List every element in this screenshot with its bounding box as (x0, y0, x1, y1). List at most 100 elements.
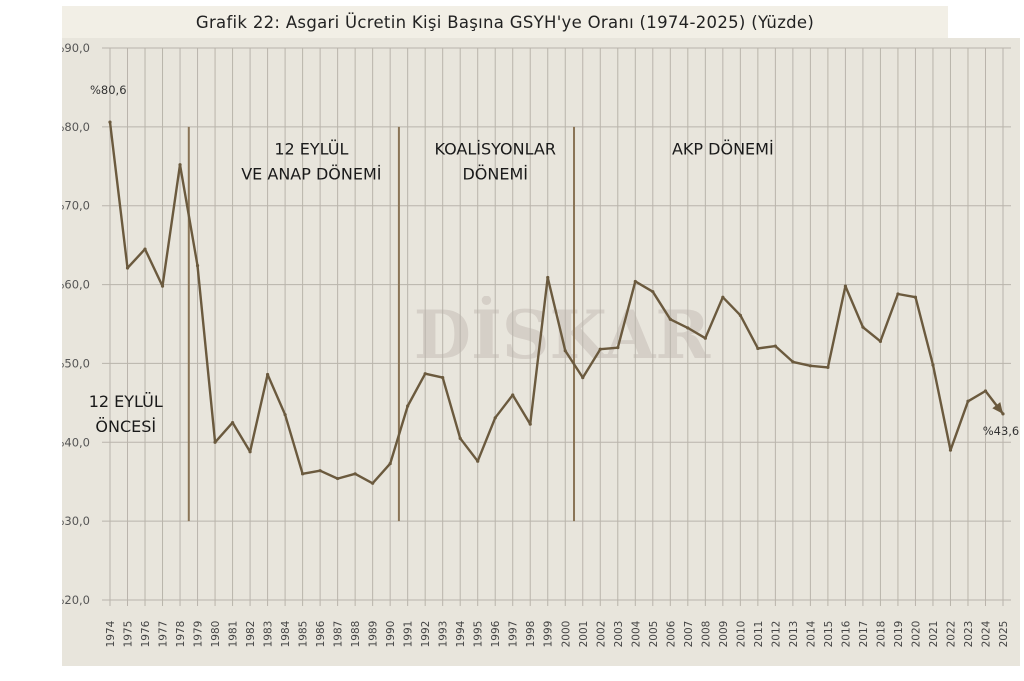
x-tick-label: 1996 (490, 620, 502, 647)
x-tick-label: 2008 (700, 621, 712, 648)
x-tick-label: 1987 (333, 621, 345, 648)
x-tick-label: 1975 (123, 621, 135, 648)
data-point (213, 440, 217, 444)
x-tick-label: 1977 (158, 621, 170, 648)
data-point (598, 347, 602, 351)
x-tick-label: 1978 (175, 621, 187, 648)
x-tick-label: 1998 (525, 621, 537, 648)
data-point (476, 459, 480, 463)
x-tick-label: 1981 (228, 621, 240, 648)
period-label-line: VE ANAP DÖNEMİ (241, 164, 381, 183)
x-tick-label: 2022 (945, 621, 957, 648)
x-tick-label: 1989 (368, 621, 380, 648)
data-point (948, 448, 953, 452)
x-tick-label: 1982 (245, 621, 257, 648)
x-tick-label: 2014 (805, 620, 817, 647)
data-point (458, 436, 462, 440)
data-point (511, 393, 515, 397)
data-point (371, 481, 375, 485)
x-tick-label: 2013 (788, 621, 800, 648)
data-point (108, 120, 112, 124)
y-tick-label: %70,0 (62, 199, 90, 213)
x-tick-label: 2006 (665, 620, 677, 647)
x-tick-label: 2024 (980, 620, 992, 647)
x-tick-label: 1988 (350, 621, 362, 648)
x-tick-label: 2015 (823, 621, 835, 648)
data-point (703, 336, 707, 340)
data-point (756, 346, 760, 351)
data-point (791, 360, 795, 364)
data-point (406, 404, 410, 408)
chart-title: Grafik 22: Asgari Ücretin Kişi Başına GS… (195, 12, 815, 32)
data-point (388, 461, 392, 466)
x-tick-label: 2019 (893, 621, 905, 648)
annotation-last-value: %43,6 (983, 424, 1020, 438)
y-tick-label: %60,0 (62, 278, 90, 292)
period-label: 12 EYLÜL VE ANAP DÖNEMİ (241, 139, 381, 183)
data-point (633, 279, 637, 284)
data-point (808, 364, 812, 368)
data-point (528, 422, 532, 426)
data-point (301, 472, 305, 476)
period-label-line: AKP DÖNEMİ (672, 139, 774, 158)
x-tick-label: 1976 (140, 620, 152, 647)
x-tick-label: 1992 (420, 621, 432, 648)
x-tick-label: 1994 (455, 620, 467, 647)
data-point (931, 363, 935, 367)
x-tick-label: 2000 (560, 621, 572, 648)
data-point (651, 290, 655, 294)
data-point (773, 344, 777, 348)
y-tick-label: %50,0 (62, 356, 90, 370)
data-point (336, 476, 340, 481)
y-tick-label: %90,0 (62, 41, 90, 55)
x-tick-label: 2005 (648, 621, 660, 648)
data-point (913, 295, 918, 299)
chart-title-bar: Grafik 22: Asgari Ücretin Kişi Başına GS… (62, 6, 948, 38)
x-tick-label: 2021 (928, 621, 940, 648)
data-point (318, 469, 322, 473)
period-label-line: DÖNEMİ (462, 164, 528, 183)
x-tick-label: 1995 (473, 621, 485, 648)
y-tick-label: %30,0 (62, 514, 90, 528)
data-point (686, 326, 690, 330)
x-tick-label: 2012 (770, 621, 782, 648)
data-point (265, 372, 270, 377)
data-point (546, 275, 550, 280)
data-point (668, 317, 672, 321)
x-tick-label: 1974 (105, 620, 117, 647)
data-point (248, 450, 252, 454)
chart-panel: DİSKAR%20,0%30,0%40,0%50,0%60,0%70,0%80,… (62, 38, 1020, 666)
x-tick-label: 1984 (280, 620, 292, 647)
y-tick-label: %40,0 (62, 435, 90, 449)
annotation-first-value: %80,6 (90, 83, 127, 97)
x-tick-label: 1997 (508, 621, 520, 648)
data-point (616, 346, 620, 350)
data-point (195, 264, 200, 268)
period-label: AKP DÖNEMİ (672, 139, 774, 158)
data-point (143, 247, 147, 251)
data-point (721, 295, 725, 299)
data-point (843, 284, 848, 288)
x-tick-label: 1991 (403, 621, 415, 648)
arrow-head (992, 402, 1003, 414)
x-tick-label: 2020 (910, 621, 922, 648)
y-tick-label: %80,0 (62, 120, 90, 134)
x-tick-label: 1979 (193, 621, 205, 648)
x-tick-label: 2016 (840, 620, 852, 647)
x-tick-label: 2011 (753, 621, 765, 648)
period-label-line: KOALİSYONLAR (434, 139, 555, 158)
x-tick-label: 2017 (858, 621, 870, 648)
x-tick-label: 2009 (718, 621, 730, 648)
line-chart: DİSKAR%20,0%30,0%40,0%50,0%60,0%70,0%80,… (62, 41, 1020, 648)
data-point (353, 472, 357, 476)
x-tick-label: 2001 (578, 621, 590, 648)
x-tick-label: 1985 (298, 621, 310, 648)
x-tick-label: 2007 (683, 621, 695, 648)
data-point (861, 325, 865, 329)
period-label-line: 12 EYLÜL (274, 139, 348, 158)
x-tick-label: 1999 (543, 621, 555, 648)
data-point (896, 292, 900, 296)
data-point (563, 349, 567, 353)
data-point (441, 376, 445, 380)
x-tick-label: 2002 (595, 621, 607, 648)
